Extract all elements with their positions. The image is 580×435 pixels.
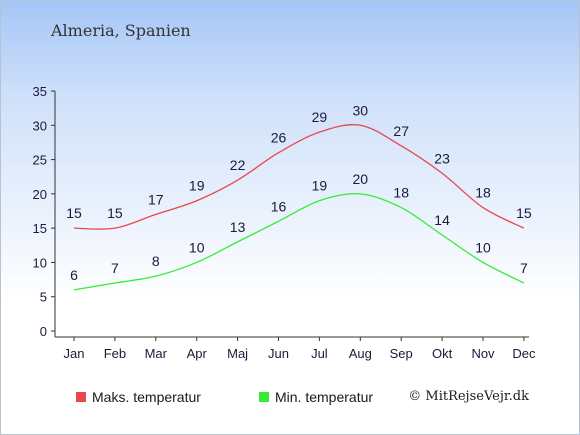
min-data-label: 19 <box>312 178 328 194</box>
max-data-label: 15 <box>516 205 532 221</box>
max-data-label: 30 <box>353 102 369 118</box>
x-tick-label: Apr <box>187 346 208 361</box>
chart-title: Almeria, Spanien <box>51 21 191 40</box>
min-data-label: 8 <box>152 253 160 269</box>
min-data-label: 6 <box>70 267 78 283</box>
x-tick-label: Feb <box>104 346 126 361</box>
legend-min-swatch <box>259 392 269 402</box>
x-tick-label: Nov <box>471 346 495 361</box>
x-tick-label: Aug <box>349 346 372 361</box>
x-tick-label: Jul <box>311 346 328 361</box>
min-data-label: 10 <box>475 239 491 255</box>
max-data-label: 15 <box>107 205 123 221</box>
y-tick-label: 0 <box>40 324 47 339</box>
y-tick-label: 20 <box>33 187 47 202</box>
max-data-label: 29 <box>312 109 328 125</box>
max-data-label: 23 <box>434 150 450 166</box>
min-data-label: 20 <box>353 171 369 187</box>
x-tick-label: Mar <box>145 346 168 361</box>
max-data-label: 19 <box>189 178 205 194</box>
max-series-line <box>73 124 525 230</box>
min-data-label: 14 <box>434 212 450 228</box>
y-tick-label: 35 <box>33 84 47 99</box>
min-series-line <box>73 192 525 291</box>
min-data-label: 18 <box>393 185 409 201</box>
y-tick-label: 5 <box>40 290 47 305</box>
min-data-label: 13 <box>230 219 246 235</box>
max-data-label: 26 <box>271 130 287 146</box>
y-tick-label: 30 <box>33 118 47 133</box>
y-tick-label: 25 <box>33 153 47 168</box>
max-data-label: 22 <box>230 157 246 173</box>
max-data-label: 27 <box>393 123 409 139</box>
min-data-label: 10 <box>189 239 205 255</box>
x-tick-label: Okt <box>432 346 453 361</box>
legend-max: Maks. temperatur <box>76 389 201 405</box>
x-tick-label: Maj <box>227 346 248 361</box>
legend-max-label: Maks. temperatur <box>92 389 201 405</box>
y-tick-label: 15 <box>33 221 47 236</box>
min-data-label: 7 <box>111 260 119 276</box>
x-tick-label: Jan <box>64 346 85 361</box>
max-data-label: 15 <box>66 205 82 221</box>
legend-min-label: Min. temperatur <box>275 389 374 405</box>
x-tick-label: Sep <box>390 346 413 361</box>
max-data-label: 18 <box>475 185 491 201</box>
min-data-label: 7 <box>520 260 528 276</box>
x-tick-label: Dec <box>512 346 536 361</box>
min-data-label: 16 <box>271 198 287 214</box>
y-tick-label: 10 <box>33 255 47 270</box>
max-data-label: 17 <box>148 191 164 207</box>
legend-max-swatch <box>76 392 86 402</box>
x-tick-label: Jun <box>268 346 289 361</box>
legend-min: Min. temperatur <box>259 389 373 405</box>
copyright-text: © MitRejseVejr.dk <box>408 389 529 404</box>
